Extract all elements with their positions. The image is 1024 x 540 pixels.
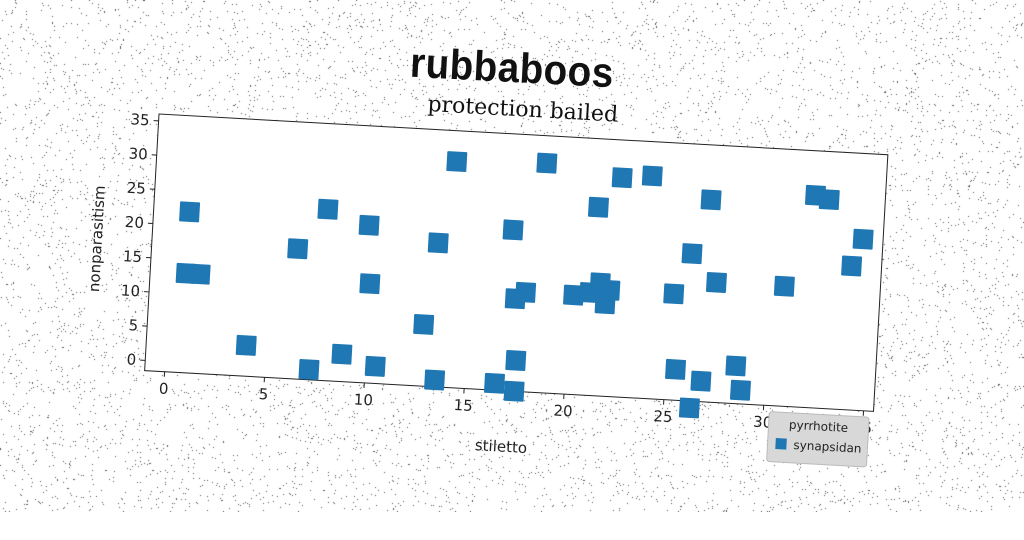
data-point <box>179 201 200 222</box>
data-point <box>190 264 211 285</box>
x-axis-label: stiletto <box>474 436 527 457</box>
data-point <box>413 314 434 335</box>
data-point <box>681 243 702 264</box>
y-tick-label: 20 <box>124 213 144 232</box>
data-point <box>663 283 684 304</box>
x-tick-label: 25 <box>653 407 673 426</box>
data-point <box>701 189 722 210</box>
legend-marker-synapsidan <box>775 438 787 450</box>
y-tick-label: 15 <box>122 247 142 266</box>
chart-title: protection bailed <box>427 92 619 128</box>
x-tick-label: 5 <box>258 385 269 404</box>
data-point <box>504 381 525 402</box>
data-point <box>612 167 633 188</box>
data-point <box>853 229 874 250</box>
data-point <box>359 215 380 236</box>
y-tick-label: 35 <box>130 110 150 129</box>
y-tick-label: 10 <box>120 281 140 300</box>
data-point <box>317 199 338 220</box>
y-tick-label: 25 <box>126 179 146 198</box>
x-tick-label: 15 <box>453 396 473 415</box>
data-point <box>287 238 308 259</box>
data-point <box>665 359 686 380</box>
data-point <box>505 350 526 371</box>
data-point <box>730 380 751 401</box>
data-point <box>774 276 795 297</box>
data-point <box>841 255 862 276</box>
y-axis-label: nonparasitism <box>85 185 109 293</box>
data-point <box>599 280 620 301</box>
data-point <box>359 273 380 294</box>
x-tick-label: 20 <box>553 402 573 421</box>
y-tick-label: 30 <box>128 145 148 164</box>
legend: pyrrhotite synapsidan <box>767 412 870 468</box>
data-point <box>706 272 727 293</box>
data-point <box>679 397 700 418</box>
data-point <box>536 153 557 174</box>
data-point <box>331 344 352 365</box>
x-tick-label: 0 <box>158 379 169 398</box>
data-point <box>446 151 467 172</box>
y-tick-label: 0 <box>126 350 137 369</box>
data-point <box>298 359 319 380</box>
data-point <box>365 356 386 377</box>
data-point <box>428 232 449 253</box>
x-tick-label: 10 <box>353 390 373 409</box>
data-point <box>642 165 663 186</box>
y-tick-label: 5 <box>128 316 139 335</box>
data-point <box>484 373 505 394</box>
data-point <box>690 371 711 392</box>
data-point <box>819 189 840 210</box>
data-point <box>424 369 445 390</box>
data-point <box>515 282 536 303</box>
data-point <box>588 197 609 218</box>
data-point <box>725 355 746 376</box>
data-point <box>503 219 524 240</box>
data-point <box>236 335 257 356</box>
